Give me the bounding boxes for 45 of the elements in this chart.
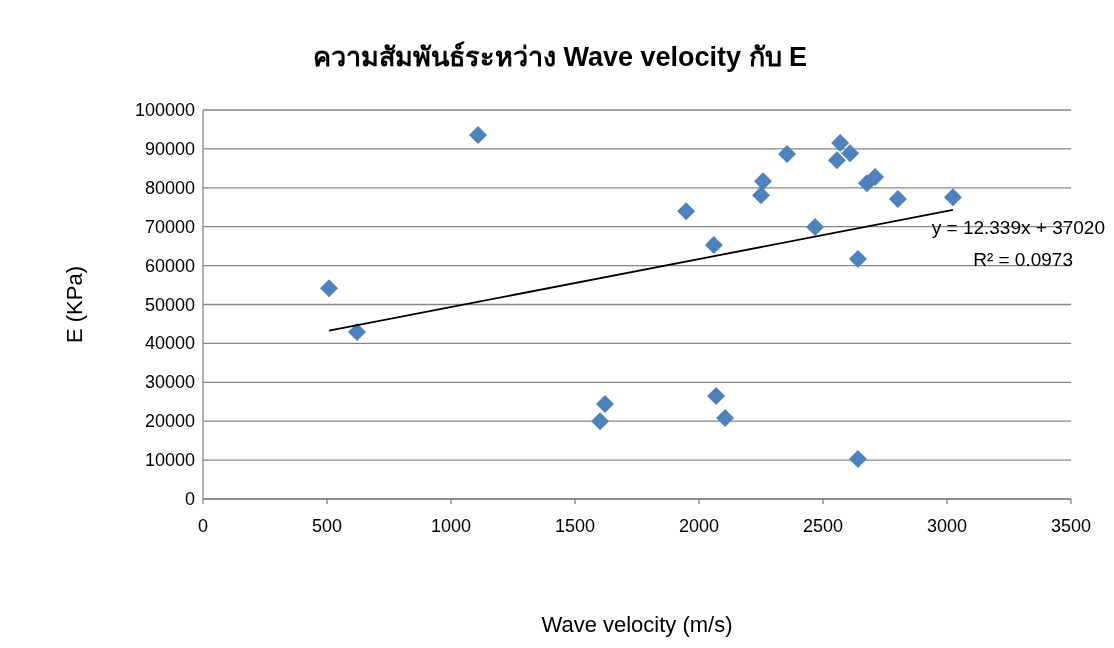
y-tick-label: 60000 [144, 255, 195, 276]
chart-title: ความสัมพันธ์ระหว่าง Wave velocity กับ E [312, 41, 808, 72]
point [848, 449, 867, 468]
point [866, 167, 885, 186]
y-tick-label: 50000 [144, 294, 195, 315]
x-tick-label: 1000 [430, 516, 472, 536]
point [319, 279, 338, 298]
point [753, 172, 772, 191]
x-tick-label: 2000 [678, 516, 720, 536]
point [848, 249, 867, 268]
annotation: y = 12.339x + 37020 [931, 217, 1105, 238]
y-tick-label: 90000 [144, 138, 195, 159]
point [469, 125, 488, 144]
annotation: R² = 0.0973 [973, 249, 1073, 270]
x-tick-label: 3500 [1050, 516, 1092, 536]
y-tick-label: 20000 [144, 411, 195, 432]
y-tick-label: 30000 [144, 372, 195, 393]
y-tick-label: 70000 [144, 216, 195, 237]
x-axis-title: Wave velocity (m/s) [541, 612, 733, 637]
point [752, 186, 770, 205]
y-tick-label: 40000 [144, 333, 195, 354]
y-tick-label: 10000 [144, 450, 195, 471]
point [841, 144, 860, 163]
y-tick-label: 100000 [134, 100, 195, 120]
point [704, 235, 723, 254]
y-tick-label: 80000 [144, 177, 195, 198]
x-tick-label: 500 [311, 516, 343, 536]
point [943, 188, 962, 207]
point [596, 395, 615, 414]
point [831, 134, 850, 153]
point [707, 386, 726, 405]
y-tick-label: 0 [184, 489, 195, 509]
point [778, 144, 797, 163]
x-tick-label: 0 [197, 516, 209, 536]
x-tick-label: 1500 [554, 516, 596, 536]
y-axis-title: E (KPa) [62, 265, 87, 344]
x-tick-label: 3000 [926, 516, 968, 536]
point [827, 151, 846, 170]
point [716, 409, 735, 428]
point [591, 412, 610, 431]
x-tick-label: 2500 [802, 516, 844, 536]
point [806, 218, 825, 237]
point [677, 202, 696, 221]
point [348, 323, 367, 342]
point [888, 190, 907, 209]
